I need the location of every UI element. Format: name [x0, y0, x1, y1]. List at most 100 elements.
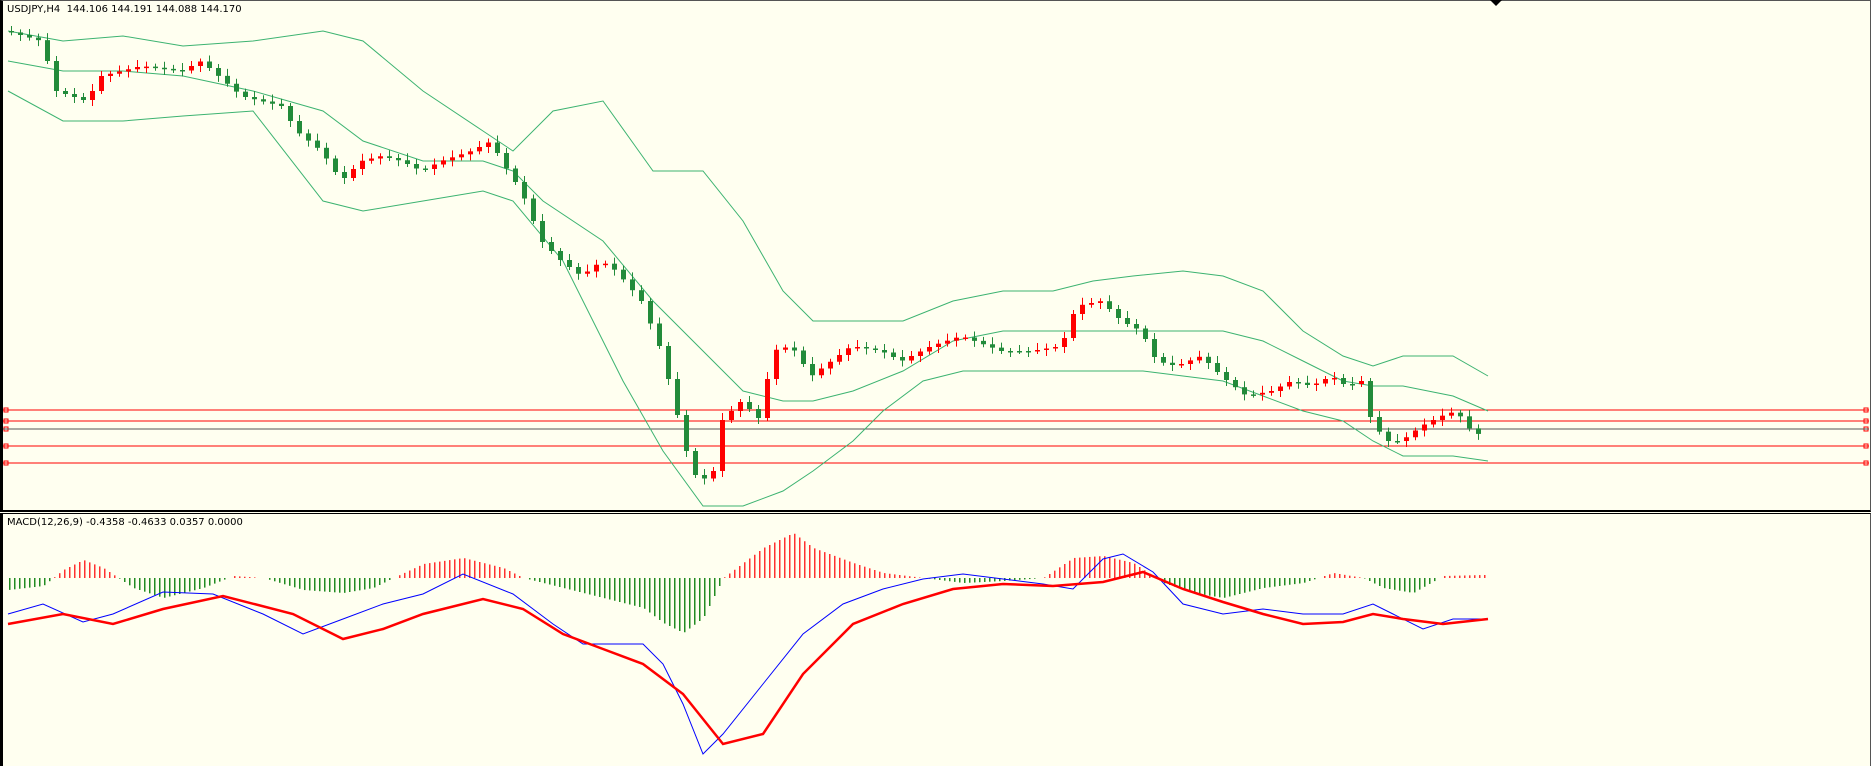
candle: [981, 340, 986, 345]
macd-histogram-bar: [589, 578, 591, 595]
candle: [1296, 382, 1301, 384]
macd-histogram-bar: [674, 578, 676, 629]
candle: [1143, 328, 1148, 339]
macd-histogram-bar: [344, 578, 346, 593]
macd-histogram-bar: [509, 571, 511, 578]
candle: [675, 379, 680, 415]
price-chart-pane[interactable]: USDJPY,H4 144.106 144.191 144.088 144.17…: [0, 0, 1871, 512]
candle: [216, 68, 221, 76]
macd-histogram-bar: [114, 575, 116, 578]
macd-histogram-bar: [919, 577, 921, 578]
candle: [810, 364, 815, 376]
macd-histogram-bar: [1074, 557, 1076, 578]
candle: [1170, 362, 1175, 365]
candle: [1026, 351, 1031, 353]
macd-histogram-bar: [1299, 578, 1301, 584]
candle: [1269, 391, 1274, 393]
candle: [459, 154, 464, 158]
candle: [432, 164, 437, 169]
macd-histogram-bar: [139, 578, 141, 590]
macd-histogram-bar: [349, 578, 351, 592]
macd-histogram-bar: [464, 558, 466, 578]
candle: [630, 279, 635, 291]
macd-histogram-bar: [549, 578, 551, 585]
macd-histogram-bar: [719, 578, 721, 586]
macd-histogram-bar: [444, 560, 446, 578]
macd-histogram-bar: [769, 545, 771, 578]
macd-histogram-bar: [49, 578, 51, 582]
macd-histogram-bar: [604, 578, 606, 599]
candle: [711, 471, 716, 479]
macd-histogram-bar: [644, 578, 646, 609]
price-chart-canvas[interactable]: [3, 1, 1869, 509]
candle: [486, 142, 491, 147]
macd-histogram-bar: [619, 578, 621, 602]
macd-histogram-bar: [1234, 578, 1236, 596]
macd-histogram-bar: [1214, 578, 1216, 597]
macd-histogram-bar: [214, 578, 216, 584]
macd-chart-canvas[interactable]: [3, 514, 1869, 766]
candle: [1188, 360, 1193, 364]
macd-histogram-bar: [454, 559, 456, 578]
macd-histogram-bar: [189, 578, 191, 592]
macd-histogram-bar: [794, 533, 796, 578]
candle: [1332, 378, 1337, 380]
candle: [1071, 314, 1076, 338]
candle: [315, 140, 320, 148]
macd-histogram-bar: [879, 571, 881, 578]
macd-histogram-bar: [1119, 559, 1121, 578]
macd-histogram-bar: [1429, 578, 1431, 584]
candle: [828, 361, 833, 369]
macd-histogram-bar: [499, 567, 501, 578]
macd-histogram-bar: [1254, 578, 1256, 591]
candle: [657, 323, 662, 346]
macd-histogram-bar: [209, 578, 211, 586]
candle: [126, 69, 131, 72]
bollinger-middle-band: [7, 60, 1489, 412]
macd-histogram-bar: [194, 578, 196, 591]
candle: [567, 260, 572, 267]
macd-histogram-bar: [799, 537, 801, 578]
macd-histogram-bar: [1144, 570, 1146, 578]
macd-histogram-bar: [249, 577, 251, 578]
macd-histogram-bar: [809, 545, 811, 578]
macd-histogram-bar: [159, 578, 161, 597]
macd-histogram-bar: [859, 565, 861, 578]
macd-histogram-bar: [449, 560, 451, 578]
macd-histogram-bar: [574, 578, 576, 591]
macd-histogram-bar: [289, 578, 291, 586]
macd-histogram-bar: [784, 537, 786, 578]
macd-histogram-bar: [104, 568, 106, 578]
macd-indicator-pane[interactable]: MACD(12,26,9) -0.4358 -0.4633 0.0357 0.0…: [0, 513, 1871, 766]
macd-histogram-bar: [294, 578, 296, 588]
macd-histogram-bar: [54, 577, 56, 578]
bollinger-upper-band: [7, 30, 1489, 377]
macd-histogram-bar: [914, 576, 916, 578]
candle: [621, 269, 626, 280]
macd-histogram-bar: [759, 551, 761, 578]
macd-histogram-bar: [659, 578, 661, 620]
macd-histogram-bar: [384, 578, 386, 583]
macd-histogram-bar: [1329, 574, 1331, 578]
macd-histogram-bar: [1454, 575, 1456, 578]
candle: [135, 67, 140, 70]
candle: [144, 66, 149, 69]
candle: [1080, 304, 1085, 314]
macd-histogram-bar: [654, 578, 656, 617]
macd-histogram-bar: [1304, 578, 1306, 583]
macd-histogram-bar: [564, 578, 566, 589]
macd-histogram-bar: [679, 578, 681, 631]
macd-histogram-bar: [1339, 574, 1341, 578]
macd-histogram-bar: [414, 568, 416, 578]
macd-histogram-bar: [699, 578, 701, 621]
macd-histogram-bar: [1479, 575, 1481, 578]
candle: [1386, 431, 1391, 441]
candle: [1260, 392, 1265, 395]
candle: [639, 290, 644, 301]
candle: [27, 35, 32, 38]
macd-histogram-bar: [829, 554, 831, 578]
chart-shift-marker-icon[interactable]: [1490, 0, 1502, 6]
macd-histogram-bar: [894, 574, 896, 578]
candle: [1422, 424, 1427, 431]
macd-histogram-bar: [79, 562, 81, 578]
